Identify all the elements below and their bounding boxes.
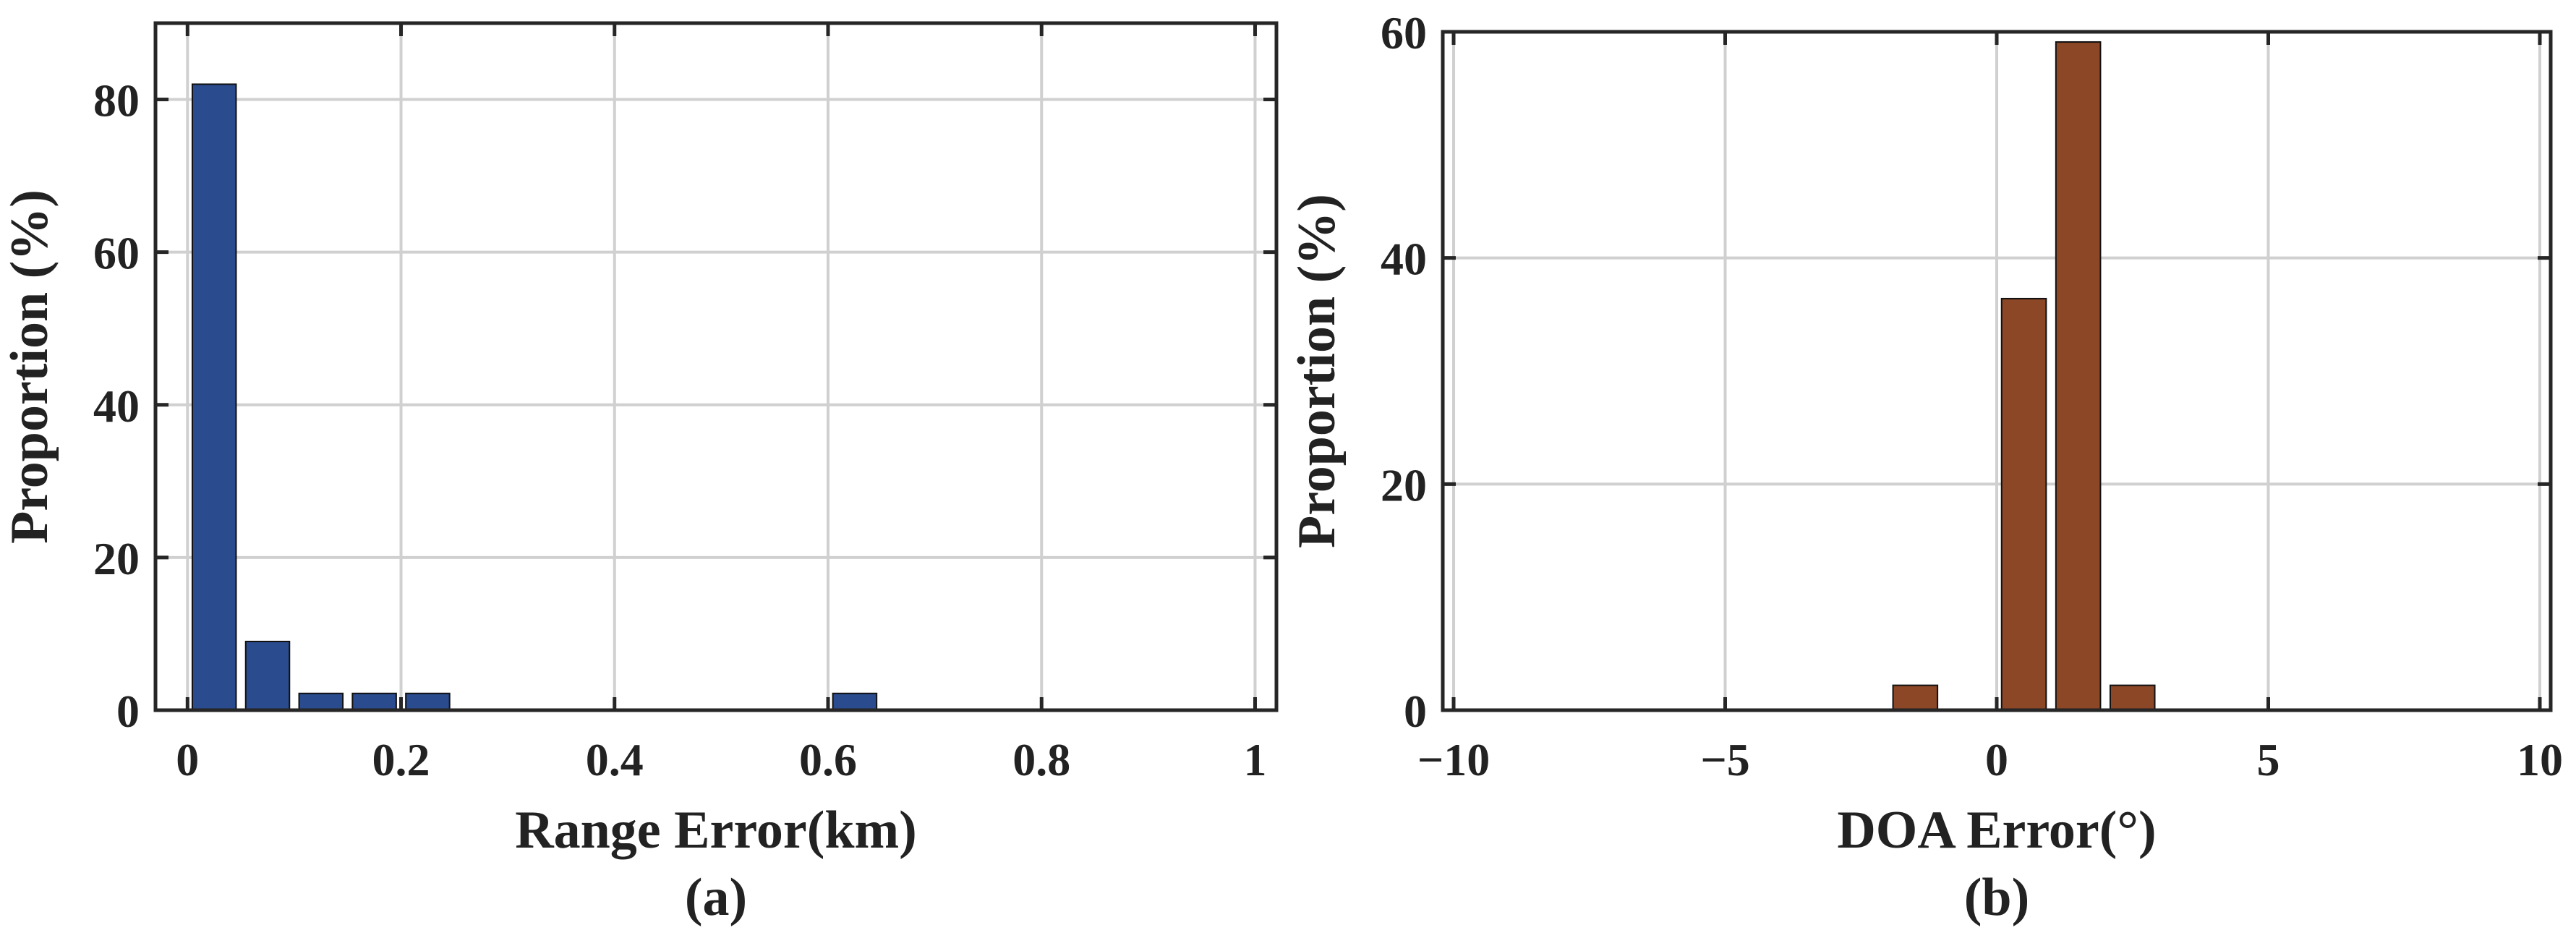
x-tick-label: −10 [1417,734,1490,785]
y-tick-label: 20 [1381,459,1427,511]
y-tick-label: 40 [93,380,140,432]
x-tick-label: 0.6 [799,734,857,785]
ticks [155,23,1276,712]
histogram-bar [191,83,237,711]
histogram-bar [2000,297,2047,711]
grid [155,23,1276,712]
y-tick-label: 40 [1381,234,1427,285]
histogram-bar [2109,684,2156,712]
histogram-bar [351,692,397,711]
y-tick-labels: 0 20 40 60 80 [93,75,140,737]
histogram-bar [1892,684,1939,712]
histogram-bar [298,692,344,711]
panel-b-doa-error-histogram: −10 −5 0 5 10 0 20 40 60 DOA Error(°) Proportio… [1287,7,2563,927]
histogram-bar [244,641,291,711]
y-tick-labels: 0 20 40 60 [1381,7,1427,737]
panel-a-range-error-histogram: 0 0.2 0.4 0.6 0.8 1 0 20 40 60 80 Range Error(km)… [0,21,1279,927]
x-tick-label: 0.2 [372,734,430,785]
y-tick-label: 60 [1381,7,1427,59]
x-tick-label: −5 [1700,734,1749,785]
panel-caption: (b) [1964,868,2029,927]
y-tick-label: 80 [93,75,140,127]
x-tick-labels: −10 −5 0 5 10 [1417,734,2563,785]
y-axis-label: Proportion (%) [1287,194,1347,548]
y-axis-label: Proportion (%) [0,189,59,544]
y-tick-label: 0 [116,686,140,737]
y-tick-label: 0 [1404,686,1427,737]
y-tick-label: 20 [93,533,140,584]
histogram-bar [405,692,451,711]
bars [191,83,878,711]
histogram-bar [832,692,878,711]
x-tick-label: 0 [176,734,199,785]
panel-caption: (a) [685,868,747,927]
x-tick-label: 1 [1243,734,1266,785]
x-tick-label: 10 [2517,734,2563,785]
grid [1443,30,2551,712]
histogram-bar [2055,41,2102,711]
plot-frame [153,21,1279,712]
x-tick-label: 0.8 [1012,734,1070,785]
ticks [1443,30,2551,712]
x-tick-label: 0 [1985,734,2008,785]
x-axis-label: DOA Error(°) [1837,801,2156,860]
x-tick-label: 5 [2256,734,2279,785]
x-tick-labels: 0 0.2 0.4 0.6 0.8 1 [176,734,1266,785]
y-tick-label: 60 [93,228,140,279]
x-axis-label: Range Error(km) [515,801,917,860]
x-tick-label: 0.4 [586,734,644,785]
bars [1892,41,2156,712]
